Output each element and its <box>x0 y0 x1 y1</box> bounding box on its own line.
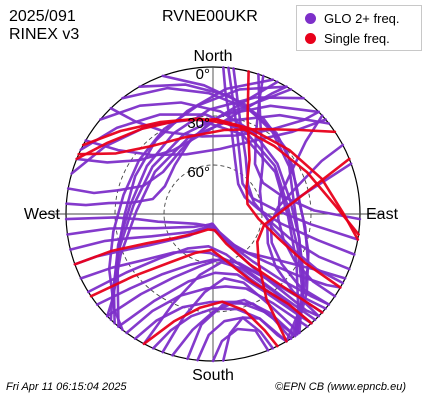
footer-credit: ©EPN CB (www.epncb.eu) <box>275 381 406 393</box>
track-single-3 <box>89 248 313 325</box>
labels-layer: North South East West 0° 30° 60° <box>24 48 399 384</box>
doy-label: 2025/091 <box>9 8 76 25</box>
elevation-label-60: 60° <box>187 164 210 181</box>
legend: GLO 2+ freq. Single freq. <box>296 5 422 51</box>
track-glo-4 <box>79 113 305 336</box>
tracks-layer <box>64 66 362 363</box>
track-glo-3 <box>99 101 305 335</box>
track-glo-25 <box>75 85 288 164</box>
track-glo-22 <box>64 216 347 280</box>
elevation-label-30: 30° <box>187 115 210 132</box>
track-single-0 <box>75 118 360 241</box>
elevation-label-0: 0° <box>196 66 210 83</box>
direction-east-label: East <box>366 206 399 223</box>
footer-timestamp: Fri Apr 11 06:15:04 2025 <box>6 381 127 393</box>
legend-label-single: Single freq. <box>324 31 390 46</box>
track-glo-16 <box>142 261 313 346</box>
track-glo-33 <box>276 114 337 298</box>
track-single-7 <box>77 127 337 156</box>
track-glo-31 <box>232 67 351 271</box>
track-glo-37 <box>253 74 362 221</box>
legend-label-glo: GLO 2+ freq. <box>324 11 400 26</box>
legend-item-single: Single freq. <box>305 31 390 46</box>
track-glo-29 <box>196 316 275 362</box>
direction-north-label: North <box>193 48 232 65</box>
track-single-1 <box>81 117 360 236</box>
station-title: RVNE00UKR <box>162 8 258 25</box>
direction-west-label: West <box>24 206 61 223</box>
track-glo-38 <box>211 327 270 363</box>
track-glo-13 <box>125 285 309 335</box>
rinex-version-label: RINEX v3 <box>9 26 80 43</box>
track-glo-42 <box>109 107 320 138</box>
track-single-5 <box>256 157 351 343</box>
track-single-4 <box>245 70 342 289</box>
track-single-6 <box>142 300 279 348</box>
legend-item-glo: GLO 2+ freq. <box>305 11 400 26</box>
track-glo-35 <box>269 143 345 306</box>
track-glo-1 <box>138 83 310 338</box>
legend-marker-glo <box>305 13 316 24</box>
track-glo-7 <box>116 78 275 328</box>
legend-marker-single <box>305 33 316 44</box>
direction-south-label: South <box>192 367 234 384</box>
track-glo-28 <box>133 300 297 340</box>
track-glo-14 <box>117 271 313 328</box>
track-glo-23 <box>65 88 293 207</box>
track-glo-30 <box>222 66 356 256</box>
track-glo-20 <box>69 222 331 306</box>
track-glo-6 <box>107 85 288 332</box>
